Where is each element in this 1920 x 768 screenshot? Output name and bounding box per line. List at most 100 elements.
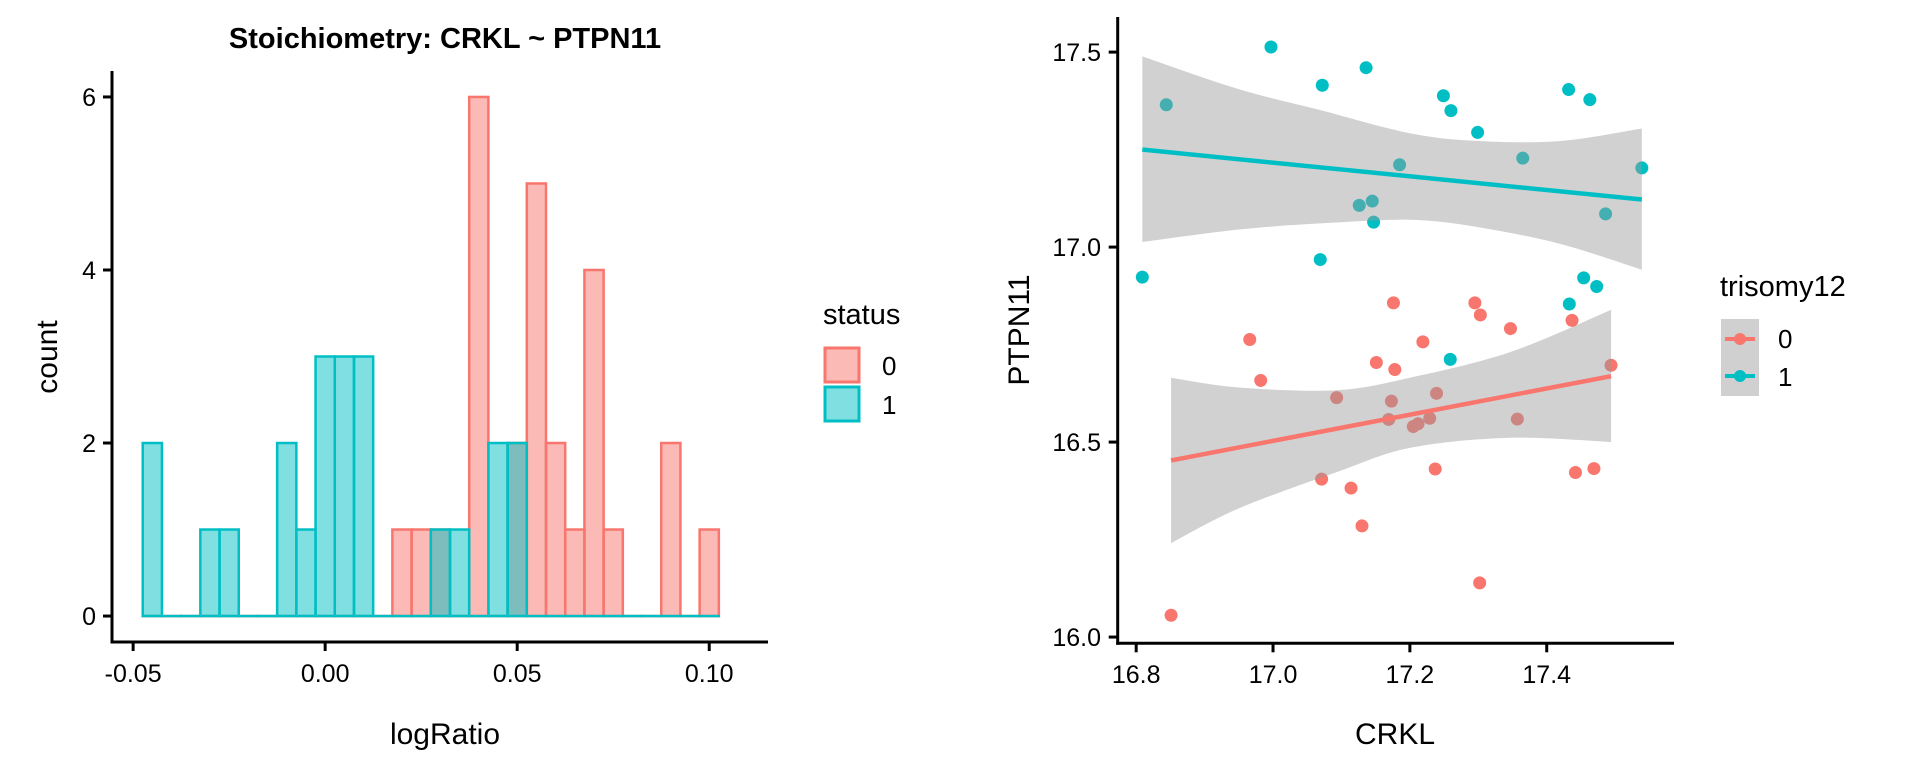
histogram-bar-status-1: [218, 528, 240, 618]
scatter-x-axis-title: CRKL: [1355, 718, 1435, 751]
scatter-legend: trisomy12 0 1: [1720, 271, 1846, 396]
scatter-point-trisomy12-0: [1369, 356, 1383, 370]
legend-key-point-trisomy12-0: [1734, 333, 1746, 345]
histogram-bar-status-0: [391, 528, 413, 618]
scatter-point-trisomy12-1: [1365, 194, 1379, 208]
scatter-panel: 16.0 16.5 17.0 17.5 16.8 17.0 17.2 17.4 PTPN11…: [1003, 17, 1846, 751]
scatter-point-trisomy12-0: [1164, 608, 1178, 622]
histogram-bar-status-1: [429, 528, 452, 618]
histogram-bar-status-0: [525, 182, 548, 618]
scatter-y-ticks: 16.0 16.5 17.0 17.5: [1052, 39, 1118, 652]
scatter-point-trisomy12-1: [1159, 98, 1173, 112]
scatter-y-tick-label: 16.0: [1052, 624, 1101, 652]
histogram-bar-status-0: [563, 528, 586, 618]
scatter-y-axis-title: PTPN11: [1003, 274, 1036, 385]
histogram-bar-status-0: [410, 528, 433, 618]
histogram-bar-status-1: [314, 355, 337, 618]
histogram-bar-status-0: [467, 95, 490, 618]
histogram-x-ticks: -0.05 0.00 0.05 0.10: [105, 642, 734, 688]
histogram-x-tick-label: 0.05: [493, 660, 542, 688]
scatter-point-trisomy12-1: [1352, 198, 1366, 212]
scatter-x-tick-label: 17.2: [1386, 661, 1435, 689]
legend-key-status-1: [823, 385, 861, 423]
scatter-point-trisomy12-0: [1503, 322, 1517, 336]
histogram-y-tick-label: 0: [82, 603, 96, 631]
confidence-ribbons: [1142, 56, 1642, 544]
histogram-bar-status-1: [333, 355, 356, 618]
scatter-point-trisomy12-0: [1386, 296, 1400, 310]
scatter-point-trisomy12-1: [1393, 158, 1407, 172]
histogram-bar-status-1: [487, 441, 509, 618]
histogram-y-tick-label: 4: [82, 257, 96, 285]
scatter-point-trisomy12-0: [1587, 462, 1601, 476]
histogram-x-tick-label: 0.00: [301, 660, 350, 688]
histogram-panel: Stoichiometry: CRKL ~ PTPN11 0 2 4 6 -0.05 0…: [31, 23, 900, 751]
scatter-y-tick-label: 17.5: [1052, 39, 1101, 67]
confidence-ribbon-trisomy12-1: [1142, 56, 1642, 270]
scatter-point-trisomy12-0: [1473, 308, 1487, 322]
scatter-point-trisomy12-1: [1367, 215, 1381, 229]
histogram-y-axis-title: count: [31, 320, 64, 394]
scatter-point-trisomy12-0: [1510, 412, 1524, 426]
scatter-point-trisomy12-0: [1430, 386, 1444, 400]
legend-label-trisomy12-1: 1: [1778, 362, 1792, 392]
scatter-point-trisomy12-0: [1388, 363, 1402, 377]
scatter-point-trisomy12-1: [1315, 78, 1329, 92]
histogram-legend: status 0 1: [823, 299, 900, 423]
legend-key-status-0: [823, 346, 861, 384]
scatter-point-trisomy12-1: [1599, 207, 1613, 221]
regression-line-trisomy12-1: [1142, 147, 1643, 202]
histogram-y-ticks: 0 2 4 6: [82, 84, 112, 631]
histogram-y-tick-label: 2: [82, 430, 96, 458]
scatter-point-trisomy12-0: [1254, 373, 1268, 387]
scatter-x-tick-label: 16.8: [1112, 661, 1161, 689]
scatter-point-trisomy12-1: [1436, 89, 1450, 103]
histogram-bar-status-1: [448, 528, 471, 618]
histogram-x-tick-label: 0.10: [685, 660, 734, 688]
histogram-bar-status-0: [544, 441, 567, 618]
scatter-point-trisomy12-1: [1443, 352, 1457, 366]
scatter-point-trisomy12-0: [1355, 519, 1369, 533]
scatter-point-trisomy12-1: [1516, 151, 1530, 165]
scatter-point-trisomy12-1: [1577, 271, 1591, 285]
histogram-bar-status-1: [275, 441, 298, 618]
histogram-title: Stoichiometry: CRKL ~ PTPN11: [229, 23, 661, 55]
scatter-point-trisomy12-1: [1590, 279, 1604, 293]
legend-key-point-trisomy12-1: [1734, 370, 1746, 382]
histogram-bars: [141, 95, 721, 618]
legend-label-status-1: 1: [882, 390, 896, 420]
histogram-bar-status-1: [352, 355, 375, 618]
legend-title-status: status: [823, 299, 900, 331]
legend-label-trisomy12-0: 0: [1778, 324, 1792, 354]
scatter-point-trisomy12-0: [1473, 576, 1487, 590]
scatter-point-trisomy12-0: [1384, 394, 1398, 408]
scatter-point-trisomy12-0: [1411, 417, 1425, 431]
scatter-point-trisomy12-1: [1562, 297, 1576, 311]
histogram-y-tick-label: 6: [82, 84, 96, 112]
scatter-y-tick-label: 16.5: [1052, 429, 1101, 457]
histogram-bar-status-1: [141, 441, 164, 618]
scatter-point-trisomy12-1: [1135, 270, 1149, 284]
scatter-point-trisomy12-0: [1315, 472, 1329, 486]
scatter-x-tick-label: 17.0: [1249, 661, 1298, 689]
histogram-x-axis-title: logRatio: [390, 718, 500, 751]
regression-lines: [1142, 147, 1643, 463]
scatter-point-trisomy12-0: [1416, 335, 1430, 349]
scatter-point-trisomy12-0: [1243, 333, 1257, 347]
histogram-bar-status-1: [506, 441, 529, 618]
scatter-point-trisomy12-0: [1423, 411, 1437, 425]
scatter-x-tick-label: 17.4: [1522, 661, 1571, 689]
confidence-ribbon-trisomy12-0: [1171, 309, 1612, 544]
scatter-point-trisomy12-0: [1330, 391, 1344, 405]
scatter-point-trisomy12-0: [1565, 313, 1579, 327]
scatter-x-ticks: 16.8 17.0 17.2 17.4: [1112, 643, 1571, 689]
scatter-y-tick-label: 17.0: [1052, 234, 1101, 262]
scatter-point-trisomy12-1: [1444, 104, 1458, 118]
scatter-point-trisomy12-0: [1344, 481, 1358, 495]
scatter-point-trisomy12-0: [1604, 358, 1618, 372]
scatter-point-trisomy12-1: [1583, 93, 1597, 107]
histogram-x-tick-label: -0.05: [105, 660, 162, 688]
legend-key-background: [1721, 319, 1759, 396]
histogram-bar-status-1: [199, 528, 221, 618]
